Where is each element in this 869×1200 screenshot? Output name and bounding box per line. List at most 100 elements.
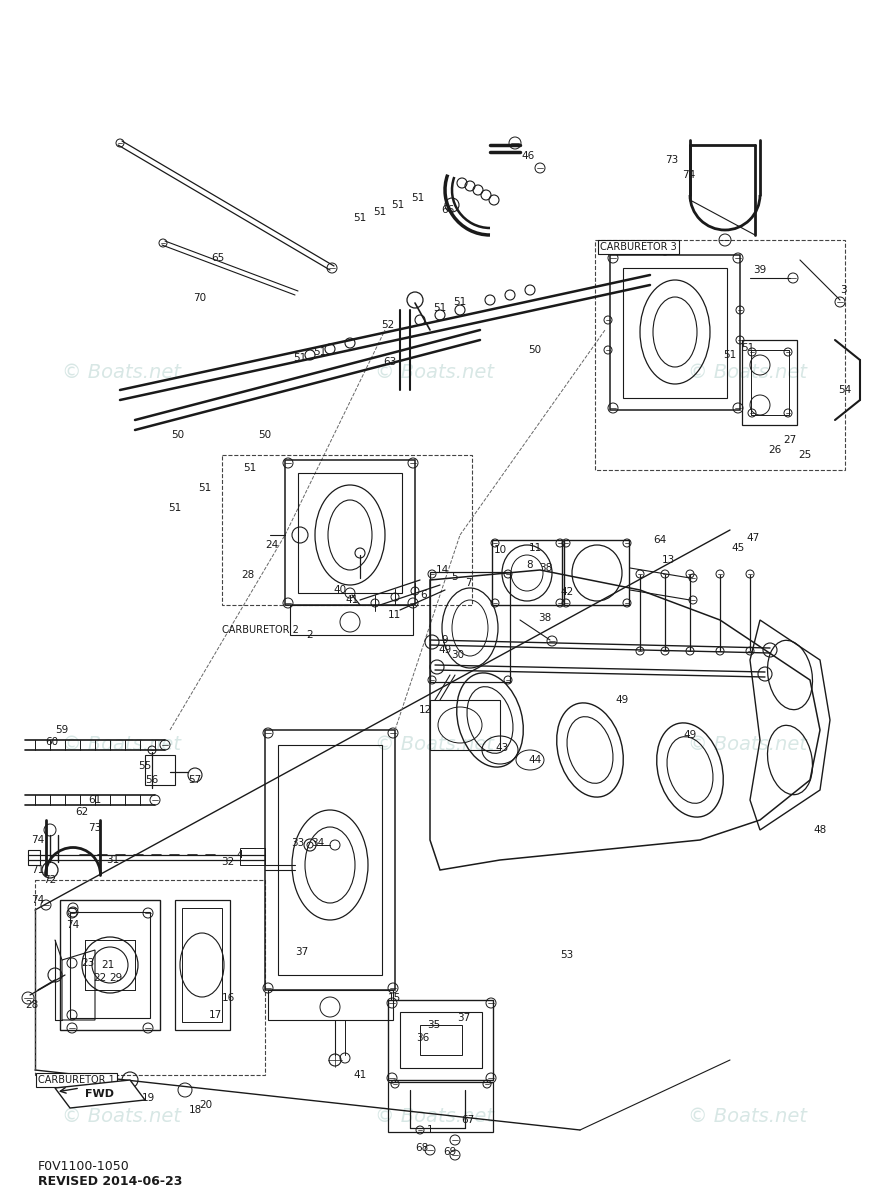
Text: CARBURETOR 3: CARBURETOR 3 [600, 242, 677, 252]
Text: 32: 32 [222, 857, 235, 866]
Text: 61: 61 [89, 794, 102, 805]
Bar [35, 880, 265, 1075]
Bar [182, 908, 222, 1022]
Polygon shape [55, 1080, 145, 1108]
Text: 20: 20 [200, 1100, 213, 1110]
Text: 49: 49 [615, 695, 628, 704]
Text: 5: 5 [452, 572, 458, 582]
Text: 50: 50 [258, 430, 271, 440]
Bar [388, 1082, 493, 1132]
Text: 6: 6 [421, 590, 428, 600]
Text: 49: 49 [438, 646, 452, 655]
Text: © Boats.net: © Boats.net [375, 362, 494, 382]
Text: © Boats.net: © Boats.net [688, 734, 806, 754]
Text: 50: 50 [528, 346, 541, 355]
Text: 59: 59 [56, 725, 69, 734]
Text: 9: 9 [441, 635, 448, 646]
Text: 43: 43 [495, 743, 508, 754]
Text: 27: 27 [783, 434, 797, 445]
Text: 65: 65 [211, 253, 224, 263]
Text: 10: 10 [494, 545, 507, 554]
Text: 62: 62 [76, 806, 89, 817]
Text: © Boats.net: © Boats.net [375, 1106, 494, 1126]
Text: 50: 50 [171, 430, 184, 440]
Text: 8: 8 [527, 560, 534, 570]
Bar [388, 1000, 493, 1080]
Text: 40: 40 [334, 584, 347, 595]
Text: 24: 24 [265, 540, 279, 550]
Bar [70, 912, 150, 1018]
Text: 51: 51 [741, 343, 754, 353]
Text: 23: 23 [82, 958, 95, 968]
Text: 51: 51 [354, 214, 367, 223]
Text: 51: 51 [374, 206, 387, 217]
Bar [623, 268, 727, 398]
Bar [265, 730, 395, 990]
Bar [430, 700, 500, 750]
Text: 57: 57 [189, 775, 202, 785]
Text: 44: 44 [528, 755, 541, 766]
Text: 29: 29 [109, 973, 123, 983]
Text: CARBURETOR 2: CARBURETOR 2 [222, 625, 299, 635]
Bar [240, 848, 265, 865]
Text: 39: 39 [753, 265, 766, 275]
Text: 21: 21 [102, 960, 115, 970]
Bar [28, 850, 40, 865]
Text: 19: 19 [142, 1093, 155, 1103]
Bar [60, 900, 160, 1030]
Text: 67: 67 [461, 1115, 474, 1126]
Text: 74: 74 [66, 920, 80, 930]
Bar [268, 990, 393, 1020]
Bar [595, 240, 845, 470]
Text: 7: 7 [465, 578, 471, 588]
Text: 46: 46 [521, 151, 534, 161]
Bar [420, 1025, 462, 1055]
Bar [290, 605, 413, 635]
Text: 51: 51 [243, 463, 256, 473]
Bar [742, 340, 797, 425]
Bar [285, 460, 415, 605]
Text: 51: 51 [294, 353, 307, 362]
Bar [492, 540, 562, 605]
Text: 51: 51 [198, 482, 212, 493]
Text: 38: 38 [539, 613, 552, 623]
Text: 51: 51 [454, 296, 467, 307]
Text: 52: 52 [381, 320, 395, 330]
Text: 28: 28 [25, 1000, 38, 1010]
Text: 12: 12 [418, 704, 432, 715]
Text: 51: 51 [723, 350, 737, 360]
Text: © Boats.net: © Boats.net [63, 1106, 181, 1126]
Text: 47: 47 [746, 533, 760, 542]
Text: 55: 55 [138, 761, 151, 770]
Bar [430, 572, 510, 682]
Text: 74: 74 [31, 895, 44, 905]
Text: 68: 68 [415, 1142, 428, 1153]
Text: 31: 31 [106, 854, 120, 865]
Text: 16: 16 [222, 994, 235, 1003]
Text: 45: 45 [732, 542, 745, 553]
Text: © Boats.net: © Boats.net [688, 1106, 806, 1126]
Text: 73: 73 [89, 823, 102, 833]
Text: 3: 3 [839, 284, 846, 295]
Bar [751, 350, 789, 415]
Text: 4: 4 [236, 850, 243, 860]
Bar [564, 540, 629, 605]
Text: 51: 51 [434, 302, 447, 313]
Text: 11: 11 [388, 610, 401, 620]
Text: 30: 30 [451, 650, 465, 660]
Text: © Boats.net: © Boats.net [63, 362, 181, 382]
Text: 34: 34 [311, 838, 325, 848]
Text: 35: 35 [428, 1020, 441, 1030]
Text: 37: 37 [457, 1013, 471, 1022]
Text: 48: 48 [813, 826, 826, 835]
Text: 33: 33 [291, 838, 305, 848]
Bar [145, 755, 175, 785]
Text: 18: 18 [189, 1105, 202, 1115]
Bar [610, 254, 740, 410]
Text: 71: 71 [31, 865, 44, 875]
Text: 56: 56 [145, 775, 159, 785]
Bar [400, 1012, 482, 1068]
Text: 37: 37 [295, 947, 308, 958]
Text: © Boats.net: © Boats.net [63, 734, 181, 754]
Text: 15: 15 [388, 994, 401, 1003]
